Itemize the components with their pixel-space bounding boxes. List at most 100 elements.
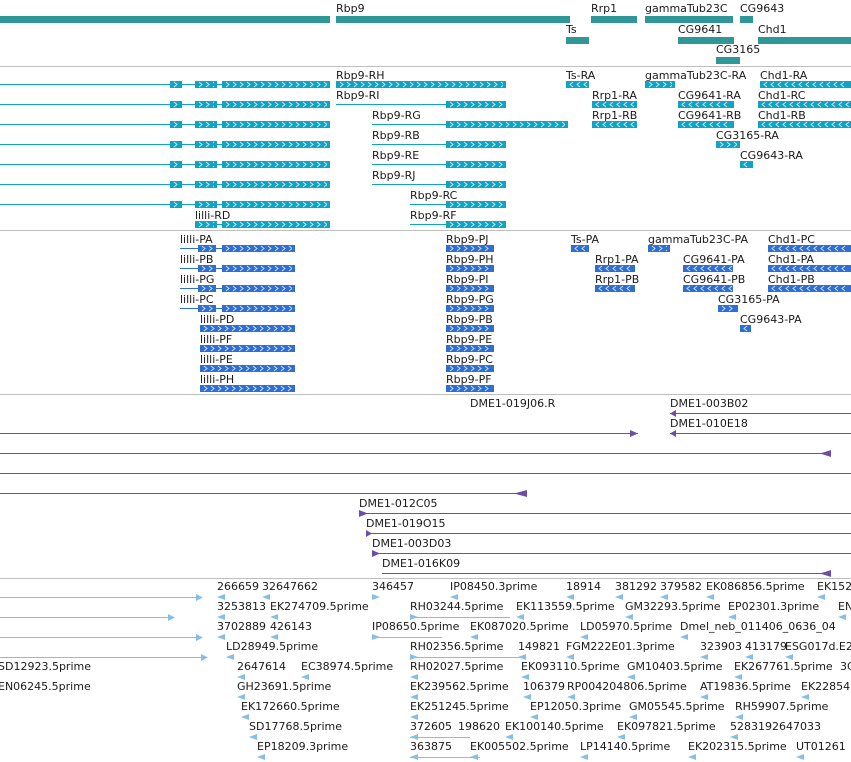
transcript-exon[interactable] <box>446 161 506 168</box>
est-label[interactable]: 18914 <box>566 580 601 593</box>
transcript-label[interactable]: Rbp9-RB <box>372 129 420 142</box>
mrna-cds[interactable] <box>446 385 494 392</box>
mrna-cds[interactable] <box>198 285 216 292</box>
transcript-exon[interactable] <box>446 101 506 108</box>
clone-line[interactable] <box>670 433 851 434</box>
gene-label-rbp9[interactable]: Rbp9 <box>336 2 365 15</box>
est-line[interactable] <box>410 737 470 738</box>
est-label[interactable]: Dmel_neb_011406_0636_04 <box>680 620 836 633</box>
mrna-label[interactable]: Rbp9-PH <box>446 253 494 266</box>
mrna-cds[interactable] <box>446 245 494 252</box>
mrna-label[interactable]: lilli-PB <box>180 253 214 266</box>
transcript-label[interactable]: CG3165-RA <box>716 129 779 142</box>
est-label[interactable]: EK113559.5prime <box>516 600 615 613</box>
transcript-exon[interactable] <box>446 141 506 148</box>
est-label[interactable]: 372605 <box>410 720 452 733</box>
transcript-exon[interactable] <box>740 161 753 168</box>
est-line[interactable] <box>0 617 172 618</box>
mrna-label[interactable]: CG9641-PB <box>683 273 746 286</box>
clone-label[interactable]: DME1-003D03 <box>372 537 452 550</box>
clone-line[interactable] <box>0 433 638 434</box>
est-label[interactable]: EK274709.5prime <box>270 600 369 613</box>
transcript-label[interactable]: Rbp9-RC <box>410 189 458 202</box>
transcript-exon[interactable] <box>222 81 330 88</box>
est-label[interactable]: EK267761.5prime <box>734 660 833 673</box>
est-label[interactable]: EP18209.3prime <box>257 740 349 753</box>
est-label[interactable]: EK239562.5prime <box>410 680 509 693</box>
transcript-label[interactable]: Rrp1-RB <box>592 109 638 122</box>
gene-label-cg9643[interactable]: CG9643 <box>740 2 785 15</box>
est-label[interactable]: RH02027.5prime <box>410 660 504 673</box>
transcript-exon[interactable] <box>170 141 182 148</box>
mrna-label[interactable]: lilli-PE <box>200 353 233 366</box>
gene-bar-rrp1[interactable] <box>591 16 637 23</box>
transcript-exon[interactable] <box>758 101 851 108</box>
est-label[interactable]: EK172660.5prime <box>241 700 340 713</box>
gene-bar-chd1[interactable] <box>758 37 851 44</box>
gene-label-cg3165[interactable]: CG3165 <box>716 43 761 56</box>
mrna-cds[interactable] <box>222 245 295 252</box>
clone-line[interactable] <box>0 493 527 494</box>
mrna-cds[interactable] <box>740 325 751 332</box>
mrna-cds[interactable] <box>222 265 295 272</box>
est-label[interactable]: FGM222E01.3prime <box>566 640 675 653</box>
est-label[interactable]: UT01261 <box>796 740 846 753</box>
mrna-cds[interactable] <box>222 305 295 312</box>
est-label[interactable]: RH03244.5prime <box>410 600 504 613</box>
transcript-label[interactable]: Rbp9-RE <box>372 149 420 162</box>
clone-label[interactable]: DME1-012C05 <box>359 497 438 510</box>
est-label[interactable]: ESG017d.E2 <box>785 640 851 653</box>
transcript-label[interactable]: Rbp9-RH <box>336 69 385 82</box>
transcript-label[interactable]: Ts-RA <box>566 69 596 82</box>
transcript-label[interactable]: lilli-RD <box>195 209 231 222</box>
est-label[interactable]: 5283192647033 <box>730 720 821 733</box>
mrna-cds[interactable] <box>446 325 494 332</box>
est-label[interactable]: 413179 <box>745 640 787 653</box>
transcript-exon[interactable] <box>592 101 637 108</box>
mrna-label[interactable]: Rbp9-PC <box>446 353 493 366</box>
transcript-exon[interactable] <box>195 81 217 88</box>
transcript-label[interactable]: CG9641-RB <box>678 109 742 122</box>
est-label[interactable]: RH02356.5prime <box>410 640 504 653</box>
est-label[interactable]: IP08450.3prime <box>450 580 538 593</box>
est-line[interactable] <box>0 637 200 638</box>
est-label[interactable]: EK097821.5prime <box>617 720 716 733</box>
mrna-cds[interactable] <box>768 285 851 292</box>
transcript-exon[interactable] <box>222 181 330 188</box>
transcript-exon[interactable] <box>336 81 506 88</box>
est-label[interactable]: 32647662 <box>262 580 318 593</box>
transcript-exon[interactable] <box>678 121 734 128</box>
gene-label-cg9641[interactable]: CG9641 <box>678 23 723 36</box>
est-label[interactable]: EK086856.5prime <box>706 580 805 593</box>
est-label[interactable]: 266659 <box>217 580 259 593</box>
clone-line[interactable] <box>372 553 851 554</box>
est-label[interactable]: EK152 <box>817 580 851 593</box>
transcript-label[interactable]: CG9643-RA <box>740 149 803 162</box>
est-label[interactable]: EK202315.5prime <box>688 740 787 753</box>
est-label[interactable]: 426143 <box>270 620 312 633</box>
mrna-label[interactable]: CG9641-PA <box>683 253 745 266</box>
mrna-label[interactable]: gammaTub23C-PA <box>648 233 748 246</box>
mrna-label[interactable]: Chd1-PA <box>768 253 815 266</box>
transcript-exon[interactable] <box>195 161 217 168</box>
transcript-label[interactable]: Chd1-RA <box>760 69 808 82</box>
est-label[interactable]: EK251245.5prime <box>410 700 509 713</box>
mrna-label[interactable]: Rbp9-PI <box>446 273 489 286</box>
transcript-label[interactable]: Rbp9-RI <box>336 89 380 102</box>
est-label[interactable]: EP12050.3prime <box>530 700 622 713</box>
mrna-cds[interactable] <box>595 265 635 272</box>
est-line[interactable] <box>410 657 522 658</box>
transcript-exon[interactable] <box>592 121 637 128</box>
transcript-exon[interactable] <box>678 101 734 108</box>
mrna-label[interactable]: lilli-PF <box>200 333 233 346</box>
transcript-exon[interactable] <box>170 81 182 88</box>
est-label[interactable]: 379582 <box>660 580 702 593</box>
mrna-label[interactable]: Chd1-PC <box>768 233 815 246</box>
est-label[interactable]: GM32293.5prime <box>625 600 721 613</box>
transcript-exon[interactable] <box>195 141 217 148</box>
transcript-exon[interactable] <box>645 81 675 88</box>
transcript-exon[interactable] <box>446 201 506 208</box>
transcript-exon[interactable] <box>446 121 568 128</box>
clone-label[interactable]: DME1-019J06.R <box>470 397 556 410</box>
